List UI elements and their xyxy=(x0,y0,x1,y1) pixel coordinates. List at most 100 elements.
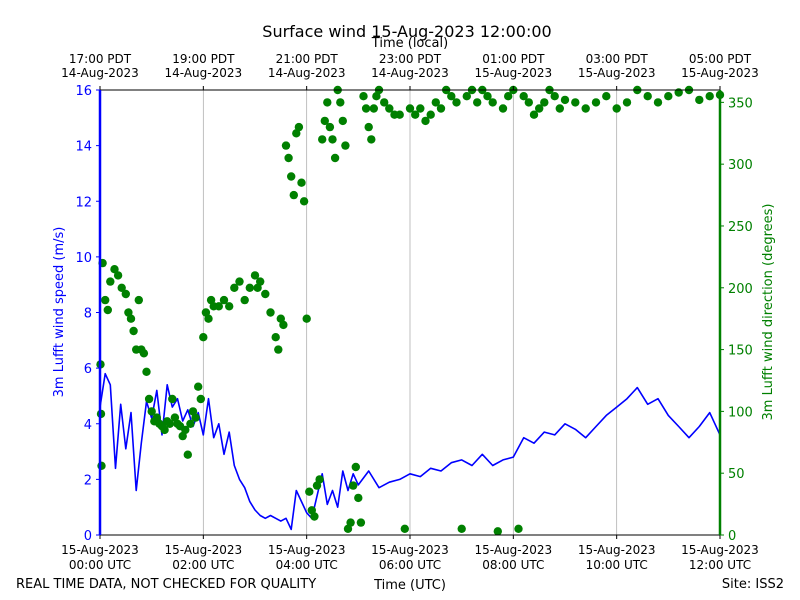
wind-direction-point xyxy=(274,345,283,354)
left-tick-label: 16 xyxy=(75,84,92,99)
wind-direction-point xyxy=(524,98,533,107)
wind-direction-point xyxy=(462,92,471,101)
wind-direction-point xyxy=(602,92,611,101)
right-tick-label: 200 xyxy=(728,282,753,297)
chart-title: Surface wind 15-Aug-2023 12:00:00 xyxy=(262,22,551,41)
wind-direction-point xyxy=(289,190,298,200)
right-tick-label: 150 xyxy=(728,344,753,359)
wind-direction-point xyxy=(452,98,461,107)
top-tick-label-time: 01:00 PDT xyxy=(482,52,545,66)
wind-direction-point xyxy=(106,277,115,286)
wind-direction-point xyxy=(535,104,544,113)
right-tick-label: 0 xyxy=(728,529,736,544)
x-tick-label-date: 15-Aug-2023 xyxy=(681,543,759,557)
wind-direction-point xyxy=(664,92,673,101)
wind-direction-point xyxy=(328,135,337,144)
wind-direction-point xyxy=(101,295,110,305)
wind-direction-point xyxy=(426,110,435,119)
wind-direction-point xyxy=(305,487,314,496)
wind-direction-point xyxy=(705,92,714,101)
wind-direction-point xyxy=(354,493,363,503)
wind-direction-point xyxy=(139,349,149,358)
top-axis-label: Time (local) xyxy=(371,36,448,51)
wind-direction-point xyxy=(142,367,151,376)
left-tick-label: 14 xyxy=(75,140,92,155)
wind-direction-point xyxy=(245,283,254,292)
left-tick-label: 8 xyxy=(84,307,92,322)
wind-direction-point xyxy=(235,277,244,286)
wind-direction-series xyxy=(96,85,725,536)
wind-direction-point xyxy=(330,153,340,163)
x-tick-label-date: 15-Aug-2023 xyxy=(475,543,553,557)
x-tick-label-time: 04:00 UTC xyxy=(276,558,338,572)
wind-direction-point xyxy=(287,172,296,181)
top-tick-label-date: 15-Aug-2023 xyxy=(681,66,759,80)
wind-direction-point xyxy=(436,104,446,113)
right-tick-label: 50 xyxy=(728,467,745,482)
wind-direction-point xyxy=(256,277,265,286)
wind-direction-point xyxy=(380,98,389,107)
right-tick-label: 250 xyxy=(728,220,753,235)
wind-direction-point xyxy=(183,450,192,459)
wind-direction-point xyxy=(271,333,280,342)
bottom-axis-label: Time (UTC) xyxy=(373,578,446,593)
top-tick-label-date: 14-Aug-2023 xyxy=(165,66,243,80)
left-tick-label: 10 xyxy=(75,251,92,266)
x-tick-label-date: 15-Aug-2023 xyxy=(268,543,346,557)
wind-direction-point xyxy=(302,314,311,323)
wind-direction-point xyxy=(165,419,174,428)
x-tick-label-date: 15-Aug-2023 xyxy=(371,543,449,557)
wind-direction-point xyxy=(581,104,590,113)
wind-direction-point xyxy=(483,92,492,101)
top-tick-label-time: 23:00 PDT xyxy=(379,52,442,66)
wind-direction-point xyxy=(294,122,304,132)
wind-direction-point xyxy=(504,92,513,101)
wind-direction-point xyxy=(359,92,368,101)
top-tick-label-date: 14-Aug-2023 xyxy=(61,66,139,80)
top-tick-label-time: 17:00 PDT xyxy=(69,52,132,66)
wind-direction-point xyxy=(346,518,355,527)
wind-direction-point xyxy=(129,326,138,336)
x-tick-label-date: 15-Aug-2023 xyxy=(165,543,243,557)
wind-direction-point xyxy=(318,135,327,144)
wind-direction-point xyxy=(144,394,154,404)
x-tick-label-date: 15-Aug-2023 xyxy=(61,543,139,557)
wind-direction-point xyxy=(240,295,249,305)
wind-direction-point xyxy=(473,98,482,107)
site-label: Site: ISS2 xyxy=(722,577,784,592)
wind-direction-point xyxy=(341,141,350,150)
wind-direction-point xyxy=(369,104,378,113)
top-tick-label-time: 19:00 PDT xyxy=(172,52,235,66)
wind-direction-point xyxy=(519,92,528,101)
wind-direction-point xyxy=(168,394,177,404)
wind-direction-point xyxy=(297,178,306,187)
wind-direction-point xyxy=(622,98,632,107)
wind-direction-point xyxy=(336,98,345,107)
wind-direction-point xyxy=(320,116,329,126)
left-tick-label: 12 xyxy=(75,195,92,210)
wind-direction-point xyxy=(279,320,288,330)
wind-direction-point xyxy=(385,104,394,113)
wind-direction-point xyxy=(400,524,409,533)
wind-direction-point xyxy=(695,95,704,105)
wind-direction-point xyxy=(225,302,234,311)
wind-direction-point xyxy=(405,104,415,113)
wind-direction-point xyxy=(555,104,564,113)
wind-direction-point xyxy=(121,289,130,299)
left-tick-label: 0 xyxy=(84,529,92,544)
wind-direction-point xyxy=(181,425,190,435)
x-tick-label-date: 15-Aug-2023 xyxy=(578,543,656,557)
wind-direction-point xyxy=(281,141,291,150)
wind-direction-point xyxy=(219,295,229,305)
x-tick-label-time: 12:00 UTC xyxy=(689,558,751,572)
wind-direction-point xyxy=(416,104,425,113)
wind-direction-point xyxy=(361,104,371,113)
wind-direction-point xyxy=(250,271,260,280)
wind-direction-point xyxy=(421,116,430,126)
wind-direction-point xyxy=(113,271,123,280)
top-tick-label-time: 05:00 PDT xyxy=(689,52,752,66)
quality-note: REAL TIME DATA, NOT CHECKED FOR QUALITY xyxy=(16,577,316,592)
wind-direction-point xyxy=(351,462,360,472)
wind-direction-point xyxy=(110,265,119,274)
